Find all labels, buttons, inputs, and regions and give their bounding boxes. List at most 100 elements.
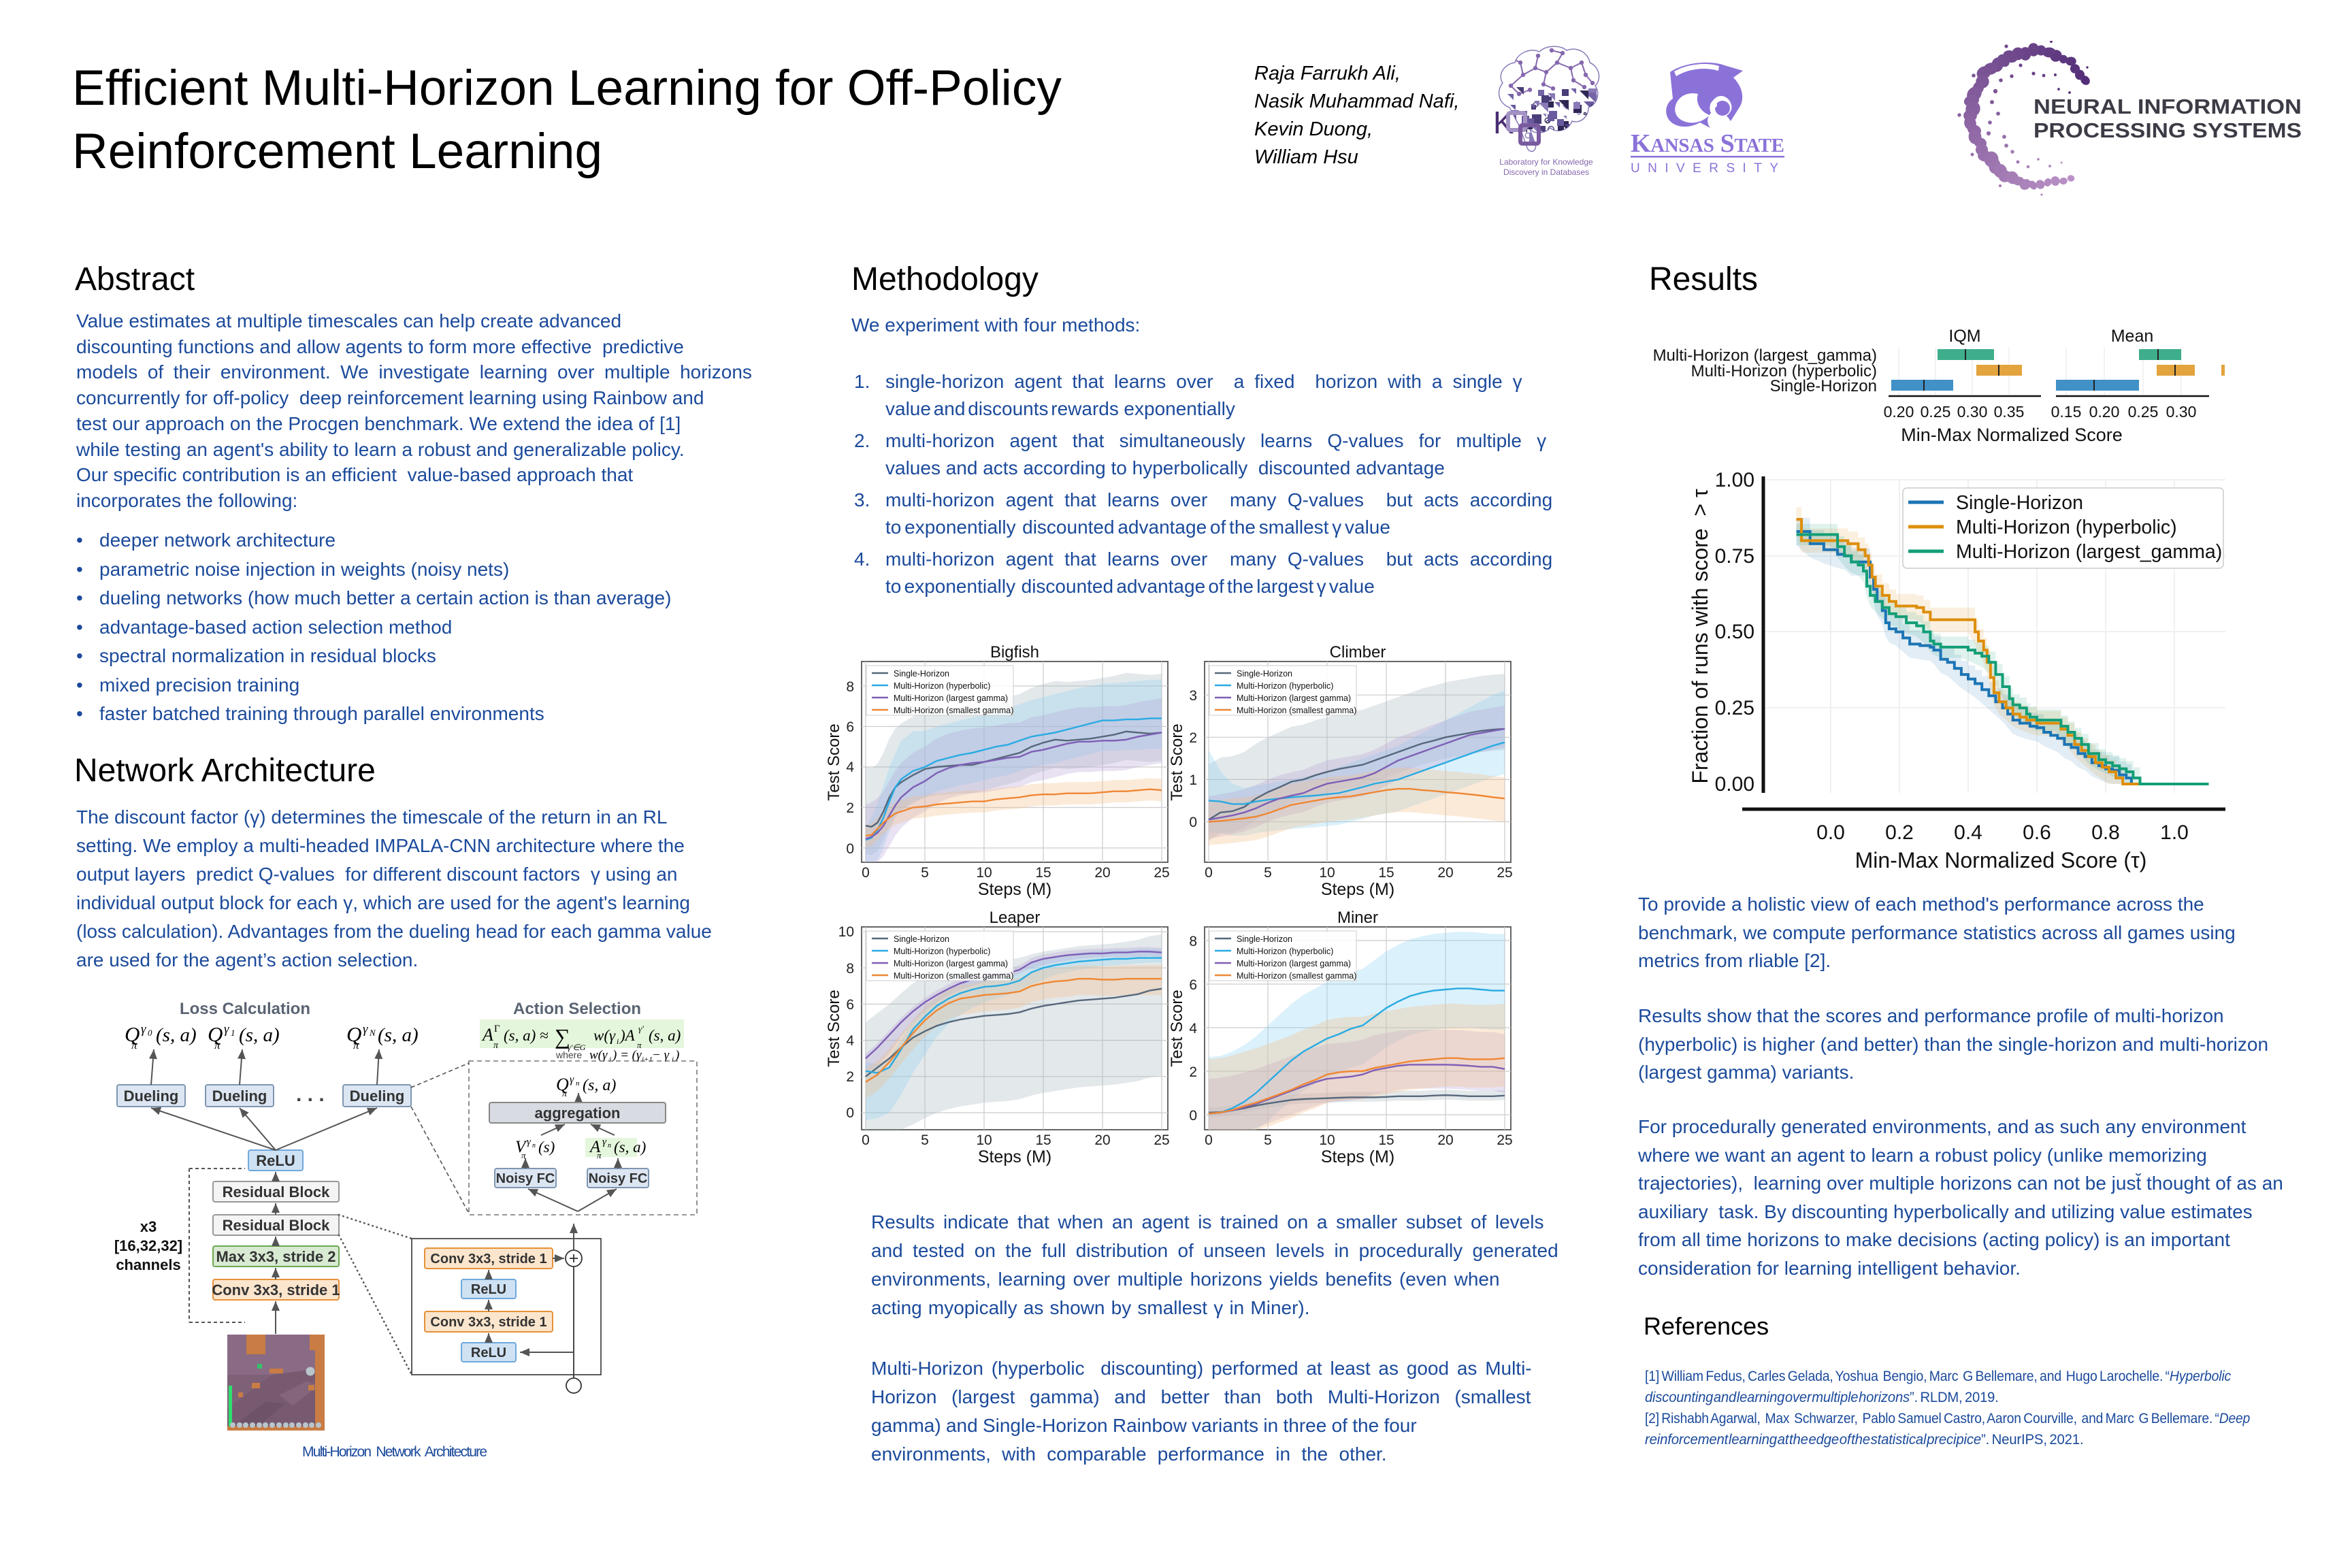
svg-text:(s, a): (s, a) — [614, 1139, 646, 1156]
svg-text:Dueling: Dueling — [212, 1088, 267, 1105]
svg-text:n: n — [532, 1142, 536, 1149]
svg-text:4: 4 — [846, 1033, 854, 1049]
svg-text:25: 25 — [1497, 1132, 1512, 1148]
svg-text:γ: γ — [570, 1074, 574, 1085]
svg-text:Dueling: Dueling — [124, 1088, 179, 1105]
svg-text:20: 20 — [1437, 1132, 1453, 1148]
svg-text:5: 5 — [1264, 1132, 1272, 1148]
svg-text:6: 6 — [1189, 977, 1197, 993]
svg-text:Multi-Horizon (hyperbolic): Multi-Horizon (hyperbolic) — [1237, 947, 1333, 956]
svg-text:10: 10 — [976, 865, 992, 881]
svg-text:Fraction of runs with score >: Fraction of runs with score > τ — [1688, 489, 1712, 784]
svg-text:π: π — [521, 1150, 526, 1160]
svg-text:Residual Block: Residual Block — [223, 1217, 330, 1234]
svg-text:15: 15 — [1035, 865, 1051, 881]
svg-text:0.25: 0.25 — [2128, 403, 2159, 421]
svg-text:25: 25 — [1154, 865, 1169, 881]
svg-text:Single-Horizon: Single-Horizon — [894, 669, 949, 679]
svg-text:) = (γ: ) = (γ — [612, 1048, 642, 1062]
svg-text:0: 0 — [862, 1132, 870, 1148]
svg-text:0.2: 0.2 — [1885, 821, 1914, 844]
svg-text:Steps (M): Steps (M) — [1321, 880, 1394, 899]
svg-text:0.75: 0.75 — [1715, 545, 1754, 568]
svg-text:Single-Horizon: Single-Horizon — [1770, 377, 1877, 395]
svg-text:where: where — [555, 1049, 582, 1060]
svg-text:(s, a): (s, a) — [156, 1024, 197, 1046]
svg-text:Miner: Miner — [1337, 909, 1378, 927]
svg-text:20: 20 — [1437, 865, 1453, 881]
svg-text:Multi-Horizon (smallest gamma): Multi-Horizon (smallest gamma) — [894, 971, 1013, 981]
svg-text:Multi-Horizon Network Archit: Multi-Horizon Network Architecture — [302, 1444, 487, 1460]
svg-text:π: π — [214, 1039, 220, 1051]
svg-text:Q: Q — [125, 1022, 140, 1046]
svg-text:(s, a): (s, a) — [649, 1027, 681, 1044]
svg-text:(s, a) ≈: (s, a) ≈ — [504, 1027, 549, 1044]
svg-text:10: 10 — [1319, 1132, 1335, 1148]
svg-text:Test Score: Test Score — [1168, 723, 1186, 800]
svg-text:10: 10 — [976, 1132, 992, 1148]
svg-text:10: 10 — [838, 924, 854, 940]
svg-text:n: n — [608, 1142, 611, 1149]
svg-text:Test Score: Test Score — [825, 723, 843, 800]
svg-text:π: π — [637, 1040, 642, 1050]
svg-text:Steps (M): Steps (M) — [1321, 1147, 1394, 1166]
svg-text:0.35: 0.35 — [1994, 403, 2025, 421]
svg-text:1.0: 1.0 — [2160, 821, 2189, 844]
svg-text:4: 4 — [1189, 1021, 1197, 1036]
svg-text:(s): (s) — [538, 1139, 555, 1156]
svg-text:25: 25 — [1497, 865, 1512, 881]
svg-text:(s, a): (s, a) — [239, 1024, 280, 1046]
svg-text:Single-Horizon: Single-Horizon — [1956, 492, 2083, 514]
svg-text:0.15: 0.15 — [2051, 403, 2082, 421]
svg-text:0: 0 — [1205, 865, 1213, 881]
svg-text:Multi-Horizon (largest gamma): Multi-Horizon (largest gamma) — [1237, 959, 1351, 968]
svg-text:0.50: 0.50 — [1715, 621, 1754, 643]
svg-text:0: 0 — [846, 841, 854, 857]
svg-text:Min-Max Normalized Score (τ): Min-Max Normalized Score (τ) — [1855, 848, 2147, 872]
svg-text:A: A — [481, 1025, 493, 1045]
svg-text:0.25: 0.25 — [1715, 697, 1754, 719]
svg-text:Residual Block: Residual Block — [223, 1183, 330, 1200]
svg-text:aggregation: aggregation — [535, 1105, 621, 1122]
svg-text:15: 15 — [1035, 1132, 1051, 1148]
svg-text:i: i — [672, 1056, 674, 1064]
svg-text:20: 20 — [1094, 1132, 1110, 1148]
svg-text:0.4: 0.4 — [1954, 821, 1982, 844]
svg-text:Discovery in Databases: Discovery in Databases — [1503, 167, 1589, 177]
svg-text:Single-Horizon: Single-Horizon — [1237, 934, 1292, 944]
svg-text:π: π — [353, 1039, 359, 1051]
svg-text:0: 0 — [862, 865, 870, 881]
svg-text:γ: γ — [527, 1137, 532, 1147]
svg-text:ReLU: ReLU — [471, 1282, 506, 1297]
svg-text:3: 3 — [1189, 688, 1197, 704]
svg-text:Dueling: Dueling — [350, 1088, 405, 1105]
svg-text:0: 0 — [1205, 1132, 1213, 1148]
svg-text:Multi-Horizon (largest_gamma): Multi-Horizon (largest_gamma) — [1653, 346, 1877, 365]
svg-text:NEURAL INFORMATION: NEURAL INFORMATION — [2034, 95, 2302, 118]
svg-text:Multi-Horizon (hyperbolic): Multi-Horizon (hyperbolic) — [894, 947, 990, 956]
svg-text:Q: Q — [556, 1075, 569, 1094]
svg-text:2: 2 — [1189, 1064, 1197, 1080]
svg-text:γ: γ — [363, 1022, 368, 1036]
svg-text:0.20: 0.20 — [1884, 403, 1914, 421]
svg-text:0.6: 0.6 — [2023, 821, 2051, 844]
svg-text:Test Score: Test Score — [1168, 990, 1186, 1066]
svg-text:Test Score: Test Score — [825, 990, 843, 1066]
svg-text:Multi-Horizon (hyperbolic): Multi-Horizon (hyperbolic) — [894, 681, 990, 691]
svg-text:K: K — [1493, 105, 1514, 140]
svg-text:25: 25 — [1154, 1132, 1169, 1148]
svg-text:Laboratory for Knowledge: Laboratory for Knowledge — [1499, 157, 1593, 167]
svg-text:): ) — [674, 1048, 679, 1062]
svg-text:2: 2 — [846, 800, 854, 816]
svg-text:Mean: Mean — [2111, 327, 2154, 346]
svg-text:0.30: 0.30 — [2166, 403, 2197, 421]
svg-text:6: 6 — [846, 719, 854, 735]
svg-text:γ: γ — [141, 1022, 146, 1036]
svg-text:[16,32,32]: [16,32,32] — [114, 1237, 182, 1254]
svg-text:Noisy FC: Noisy FC — [496, 1171, 555, 1186]
svg-text:0.8: 0.8 — [2091, 821, 2120, 844]
svg-text:Conv 3x3, stride 1: Conv 3x3, stride 1 — [430, 1315, 546, 1330]
svg-text:γ: γ — [602, 1137, 607, 1147]
svg-text:π: π — [597, 1150, 602, 1160]
svg-text:0.00: 0.00 — [1715, 773, 1754, 796]
